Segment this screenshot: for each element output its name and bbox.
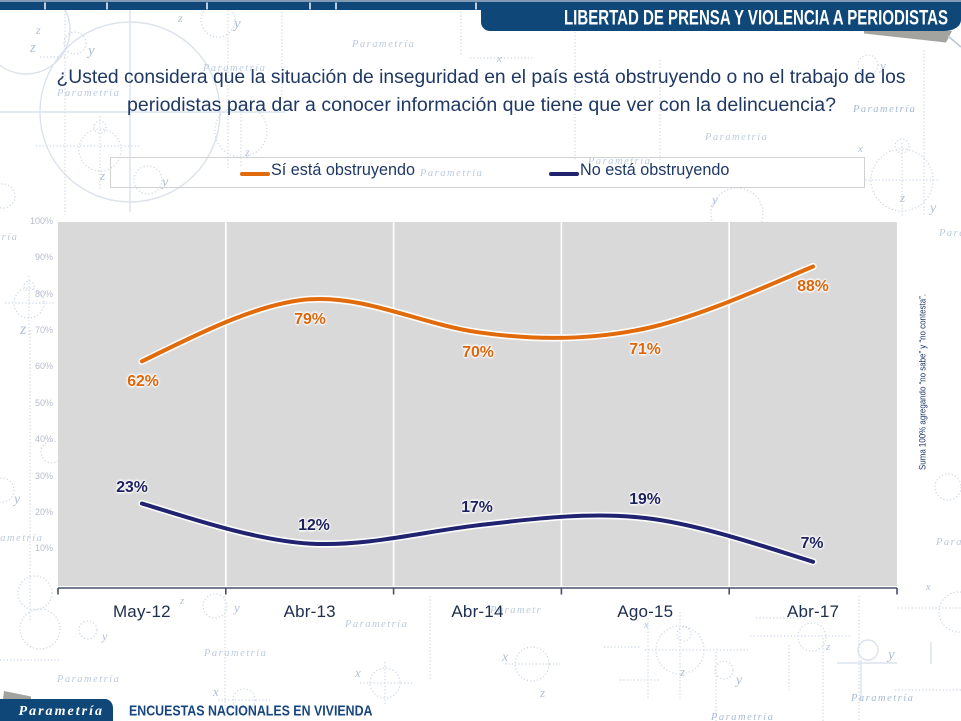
svg-text:ENCUESTAS NACIONALES EN VIVIEN: ENCUESTAS NACIONALES EN VIVIENDA [129,703,373,720]
svg-text:z: z [99,168,105,183]
svg-text:y: y [160,175,169,190]
svg-text:Suma 100% agregando “no sabe: Suma 100% agregando “no sabe” y “no cont… [918,294,928,470]
svg-text:Parametría: Parametría [850,693,914,704]
svg-text:x: x [501,650,509,665]
svg-text:z: z [899,190,905,205]
svg-text:LIBERTAD DE PRENSA Y VIOLENCIA: LIBERTAD DE PRENSA Y VIOLENCIA A PERIODI… [564,6,948,29]
svg-text:Parametría: Parametría [710,712,774,721]
svg-text:Parametría: Parametría [419,168,483,179]
svg-text:y: y [886,647,895,663]
svg-text:y: y [232,600,240,615]
svg-text:Parametría: Parametría [202,63,266,74]
svg-text:z: z [244,145,250,159]
svg-text:y: y [232,16,241,32]
svg-text:y: y [12,492,21,507]
svg-text:¿Usted considera que la situac: ¿Usted considera que la situación de ins… [57,66,906,88]
svg-text:x: x [643,620,649,631]
svg-text:y: y [734,673,743,688]
svg-text:z: z [29,40,36,56]
svg-text:Parametría: Parametría [203,648,267,659]
svg-text:Parametría: Parametría [0,533,43,544]
svg-text:y: y [710,192,718,207]
svg-text:Parametría: Parametría [0,232,18,243]
svg-text:z: z [679,664,685,679]
svg-text:z: z [19,321,27,338]
svg-text:Parametría: Parametría [344,619,408,630]
svg-text:x: x [496,53,502,65]
svg-text:z: z [177,11,183,25]
svg-text:Para: Para [935,537,961,548]
svg-text:periodistas para dar a conocer: periodistas para dar a conocer informaci… [127,94,836,116]
svg-text:y: y [928,201,937,216]
svg-text:z: z [825,641,831,653]
svg-text:Parametría: Parametría [56,674,120,685]
svg-text:Parametría: Parametría [704,132,768,143]
svg-text:Parametría: Parametría [19,704,105,719]
svg-text:y: y [878,58,886,73]
svg-text:x: x [925,582,931,593]
svg-text:y: y [86,43,95,59]
svg-text:x: x [354,665,361,680]
svg-text:x: x [857,143,863,155]
svg-text:z: z [179,595,185,607]
svg-text:Parametr: Parametr [489,605,542,616]
svg-text:Parametría: Parametría [351,39,415,50]
svg-text:z: z [539,685,545,700]
svg-text:x: x [212,684,219,699]
svg-text:Para: Para [938,228,961,239]
svg-text:y: y [101,629,108,643]
svg-text:Parametría: Parametría [852,104,916,115]
svg-text:z: z [35,23,41,37]
svg-text:Parametría: Parametría [587,156,651,167]
svg-text:Parametría: Parametría [56,88,120,99]
